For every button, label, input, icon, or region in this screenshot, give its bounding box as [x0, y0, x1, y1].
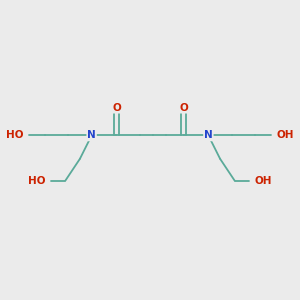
Text: HO: HO [6, 130, 24, 140]
Text: OH: OH [276, 130, 294, 140]
Text: O: O [112, 103, 121, 113]
Text: O: O [179, 103, 188, 113]
Text: OH: OH [254, 176, 272, 186]
Text: HO: HO [28, 176, 46, 186]
Text: N: N [204, 130, 213, 140]
Text: N: N [87, 130, 96, 140]
